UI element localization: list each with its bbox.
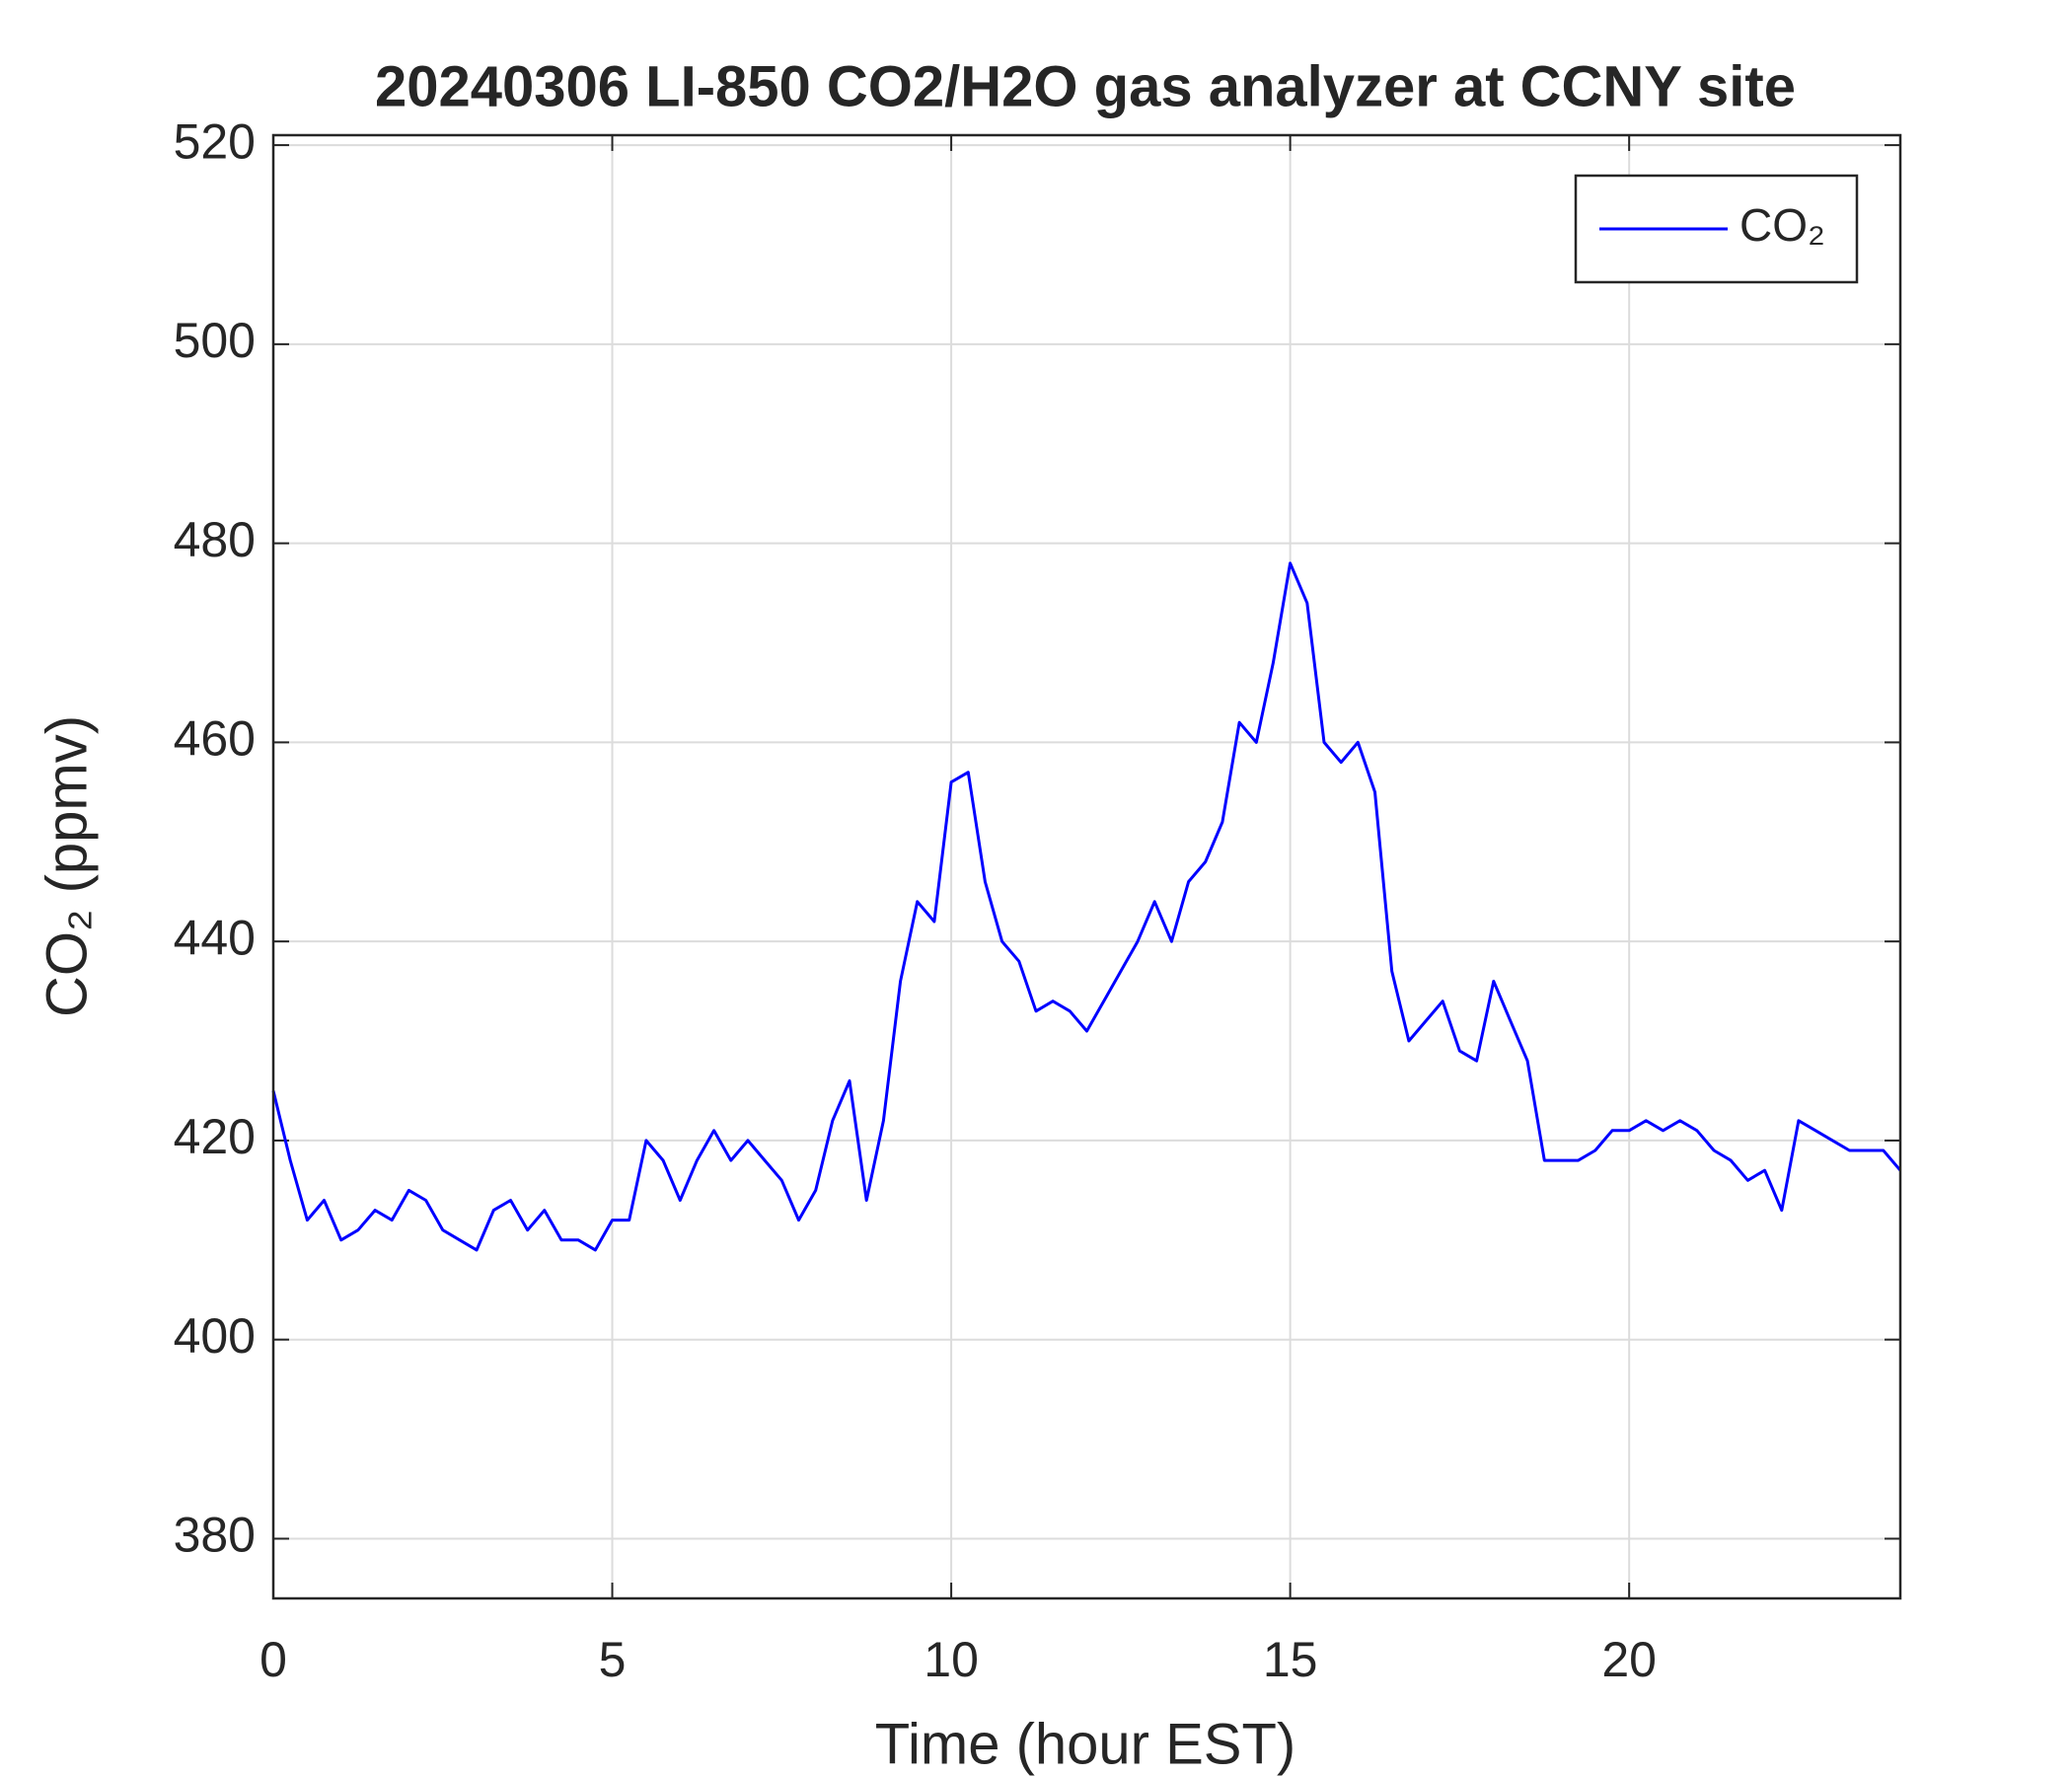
y-tick-label: 420 — [174, 1109, 256, 1164]
chart-title: 20240306 LI-850 CO2/H2O gas analyzer at … — [375, 54, 1796, 118]
x-tick-label: 20 — [1601, 1632, 1657, 1687]
legend-label: CO₂ — [1739, 199, 1825, 251]
y-tick-label: 460 — [174, 711, 256, 767]
y-tick-label: 400 — [174, 1308, 256, 1364]
data-line — [271, 561, 1902, 1252]
x-tick-label: 10 — [924, 1632, 979, 1687]
y-tick-label: 520 — [174, 113, 256, 169]
x-axis-label: Time (hour EST) — [875, 1712, 1295, 1776]
y-tick-label: 440 — [174, 910, 256, 965]
x-tick-label: 5 — [599, 1632, 627, 1687]
y-tick-label: 380 — [174, 1508, 256, 1563]
y-tick-label: 500 — [174, 313, 256, 368]
x-tick-label: 0 — [259, 1632, 287, 1687]
y-tick-label: 480 — [174, 512, 256, 567]
plot-frame — [271, 133, 1902, 1600]
x-tick-label: 15 — [1263, 1632, 1318, 1687]
y-axis-label: CO₂ (ppmv) — [35, 715, 99, 1017]
